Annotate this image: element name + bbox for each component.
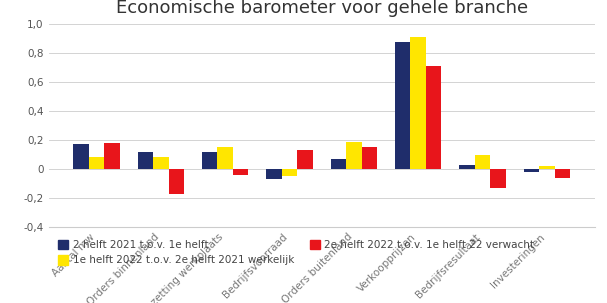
Bar xyxy=(297,150,313,169)
Bar xyxy=(410,37,426,169)
Bar xyxy=(233,169,248,175)
Bar xyxy=(217,147,233,169)
Bar xyxy=(426,66,441,169)
Bar xyxy=(331,159,346,169)
Title: Economische barometer voor gehele branche: Economische barometer voor gehele branch… xyxy=(116,0,527,17)
Bar xyxy=(459,165,475,169)
Bar xyxy=(362,147,377,169)
Bar xyxy=(282,169,297,176)
Bar xyxy=(266,169,282,179)
Bar xyxy=(539,166,555,169)
Bar xyxy=(169,169,184,194)
Bar xyxy=(104,143,120,169)
Bar xyxy=(202,152,217,169)
Bar xyxy=(490,169,506,188)
Bar xyxy=(73,145,89,169)
Bar xyxy=(346,142,362,169)
Bar xyxy=(475,155,490,169)
Bar xyxy=(524,169,539,172)
Bar xyxy=(153,158,169,169)
Bar xyxy=(395,42,410,169)
Legend: 2 helft 2021 t.o.v. 1e helft, 1e helft 2022 t.o.v. 2e helft 2021 werkelijk, 2e h: 2 helft 2021 t.o.v. 1e helft, 1e helft 2… xyxy=(54,236,538,270)
Bar xyxy=(89,158,104,169)
Bar xyxy=(138,152,153,169)
Bar xyxy=(555,169,570,178)
